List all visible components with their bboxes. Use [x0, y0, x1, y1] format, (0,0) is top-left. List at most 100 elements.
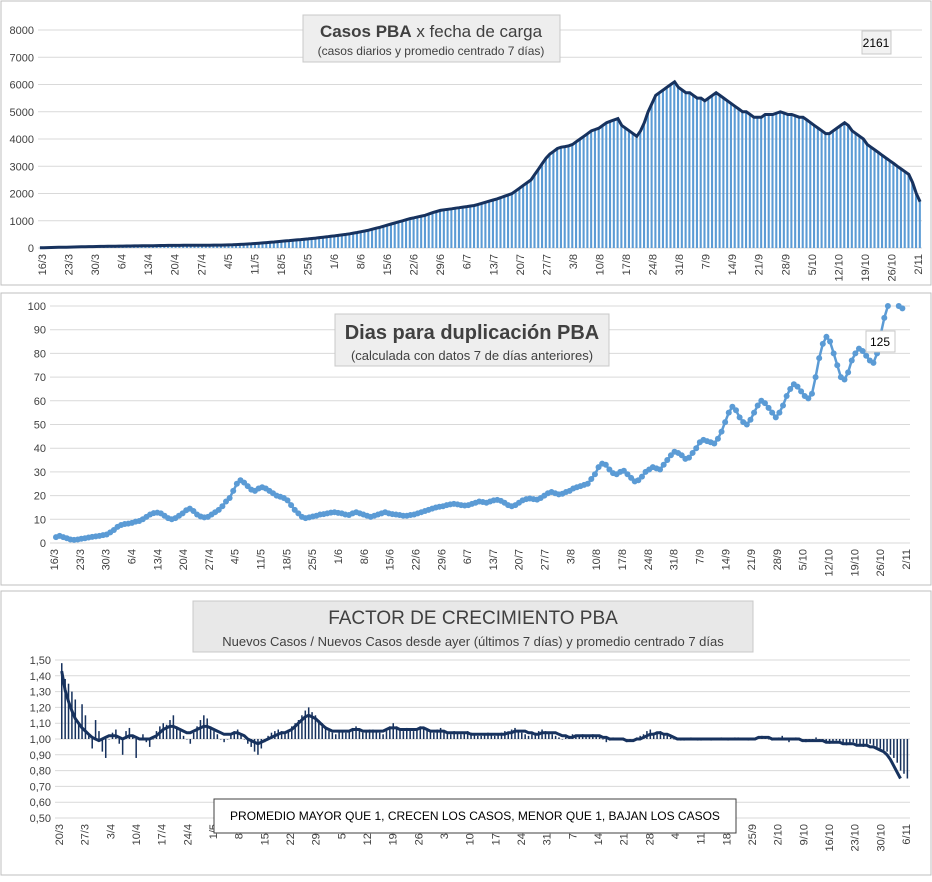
chart1-bar [333, 236, 335, 248]
chart2-x-tick-label: 31/8 [669, 549, 681, 570]
chart2-point [845, 369, 851, 375]
chart3-x-tick-label: 30/10 [875, 824, 887, 852]
chart1-bar [413, 218, 415, 248]
chart1-bar [783, 113, 785, 248]
chart3-bar [893, 739, 895, 758]
chart1-x-tick-label: 16/3 [37, 254, 49, 275]
chart1-bar [337, 235, 339, 248]
chart2-point [827, 339, 833, 345]
chart1-bar [571, 144, 573, 248]
chart1-bar [439, 210, 441, 248]
chart1-bar [881, 155, 883, 248]
chart2-point [816, 355, 822, 361]
chart1-bar [737, 109, 739, 248]
chart3-bar [907, 739, 909, 779]
chart3-bar [440, 728, 442, 739]
chart1-bar [382, 226, 384, 248]
chart2-x-tick-label: 3/8 [565, 549, 577, 564]
chart1-bar [590, 131, 592, 248]
chart1-bar [549, 154, 551, 248]
chart1-bar [907, 174, 909, 248]
chart1-bar [379, 227, 381, 248]
chart2-x-tick-label: 27/4 [204, 549, 216, 570]
chart2-y-tick-label: 0 [40, 538, 46, 550]
chart2-point [664, 457, 670, 463]
chart1-bar [620, 125, 622, 248]
chart1-y-tick-label: 1000 [10, 216, 34, 228]
chart1-bar [669, 85, 671, 249]
chart3-bar [562, 739, 564, 740]
chart1-bar [409, 219, 411, 248]
chart1-bar [613, 120, 615, 248]
chart1-bar [428, 214, 430, 248]
chart3-y-tick-label: 0,80 [30, 766, 51, 778]
chart1-x-tick-label: 8/6 [356, 254, 368, 269]
chart3-bar [335, 734, 337, 739]
chart1-bar [802, 117, 804, 248]
chart1-bar [696, 98, 698, 248]
chart3-bar [815, 737, 817, 739]
chart2-y-tick-label: 80 [34, 348, 46, 360]
chart2-point [794, 384, 800, 390]
chart1-bar [386, 225, 388, 248]
chart1-bar [564, 147, 566, 248]
chart1-bar [447, 209, 449, 248]
chart1-bar [711, 95, 713, 248]
chart3-x-tick-label: 25/9 [747, 824, 759, 845]
chart2-point [219, 503, 225, 509]
chart1-x-tick-label: 27/4 [196, 254, 208, 275]
chart1-bar [813, 125, 815, 248]
chart2-x-tick-label: 7/9 [694, 549, 706, 564]
chart3-bar [477, 736, 479, 739]
chart2-x-tick-label: 1/6 [333, 549, 345, 564]
chart3-bar [244, 739, 246, 740]
chart3-bar [413, 731, 415, 739]
chart2-x-tick-label: 24/8 [643, 549, 655, 570]
chart1-bar [326, 237, 328, 248]
chart1-x-tick-label: 31/8 [674, 254, 686, 275]
chart1-x-tick-label: 6/4 [117, 254, 129, 269]
chart1-bar [360, 232, 362, 248]
chart1-bar [828, 134, 830, 248]
chart1-bar [726, 101, 728, 248]
chart3-bar [869, 739, 871, 744]
chart2-y-tick-label: 70 [34, 372, 46, 384]
chart1-bar [700, 98, 702, 248]
chart3-bar [890, 739, 892, 755]
chart2-point [769, 410, 775, 416]
chart1-x-tick-label: 22/6 [409, 254, 421, 275]
chart1-bar [715, 93, 717, 248]
chart1-bar [458, 208, 460, 248]
chart2-point [744, 422, 750, 428]
chart1-x-tick-label: 20/4 [170, 254, 182, 275]
chart1-bar [594, 129, 596, 248]
chart2-point [823, 334, 829, 340]
chart2-x-tick-label: 30/3 [101, 549, 113, 570]
chart3-bar [206, 718, 208, 739]
chart2-point [849, 358, 855, 364]
chart1-bar [473, 205, 475, 248]
chart2-point [719, 429, 725, 435]
chart1-x-tick-label: 29/6 [435, 254, 447, 275]
chart3-bar [836, 739, 838, 741]
chart1-bar [522, 185, 524, 248]
chart2-point [715, 436, 721, 442]
chart2-y-tick-label: 60 [34, 396, 46, 408]
chart2-point [860, 348, 866, 354]
chart1-callout: 2161 [863, 36, 890, 50]
chart3-x-tick-label: 16/10 [824, 824, 836, 852]
chart1-x-tick-label: 10/8 [594, 254, 606, 275]
chart1-bar [465, 207, 467, 248]
chart2-x-tick-label: 10/8 [591, 549, 603, 570]
chart3-x-tick-label: 20/3 [54, 824, 66, 845]
chart2-point [776, 410, 782, 416]
chart3-bar [91, 739, 93, 748]
chart2-point [711, 440, 717, 446]
chart1-bar [394, 223, 396, 248]
chart1-bar [609, 121, 611, 248]
chart1-bar [443, 210, 445, 248]
chart1-bar [911, 183, 913, 248]
chart1-bar [624, 128, 626, 248]
chart1-bar [345, 234, 347, 248]
chart3-title: FACTOR DE CRECIMIENTO PBA [328, 608, 618, 629]
